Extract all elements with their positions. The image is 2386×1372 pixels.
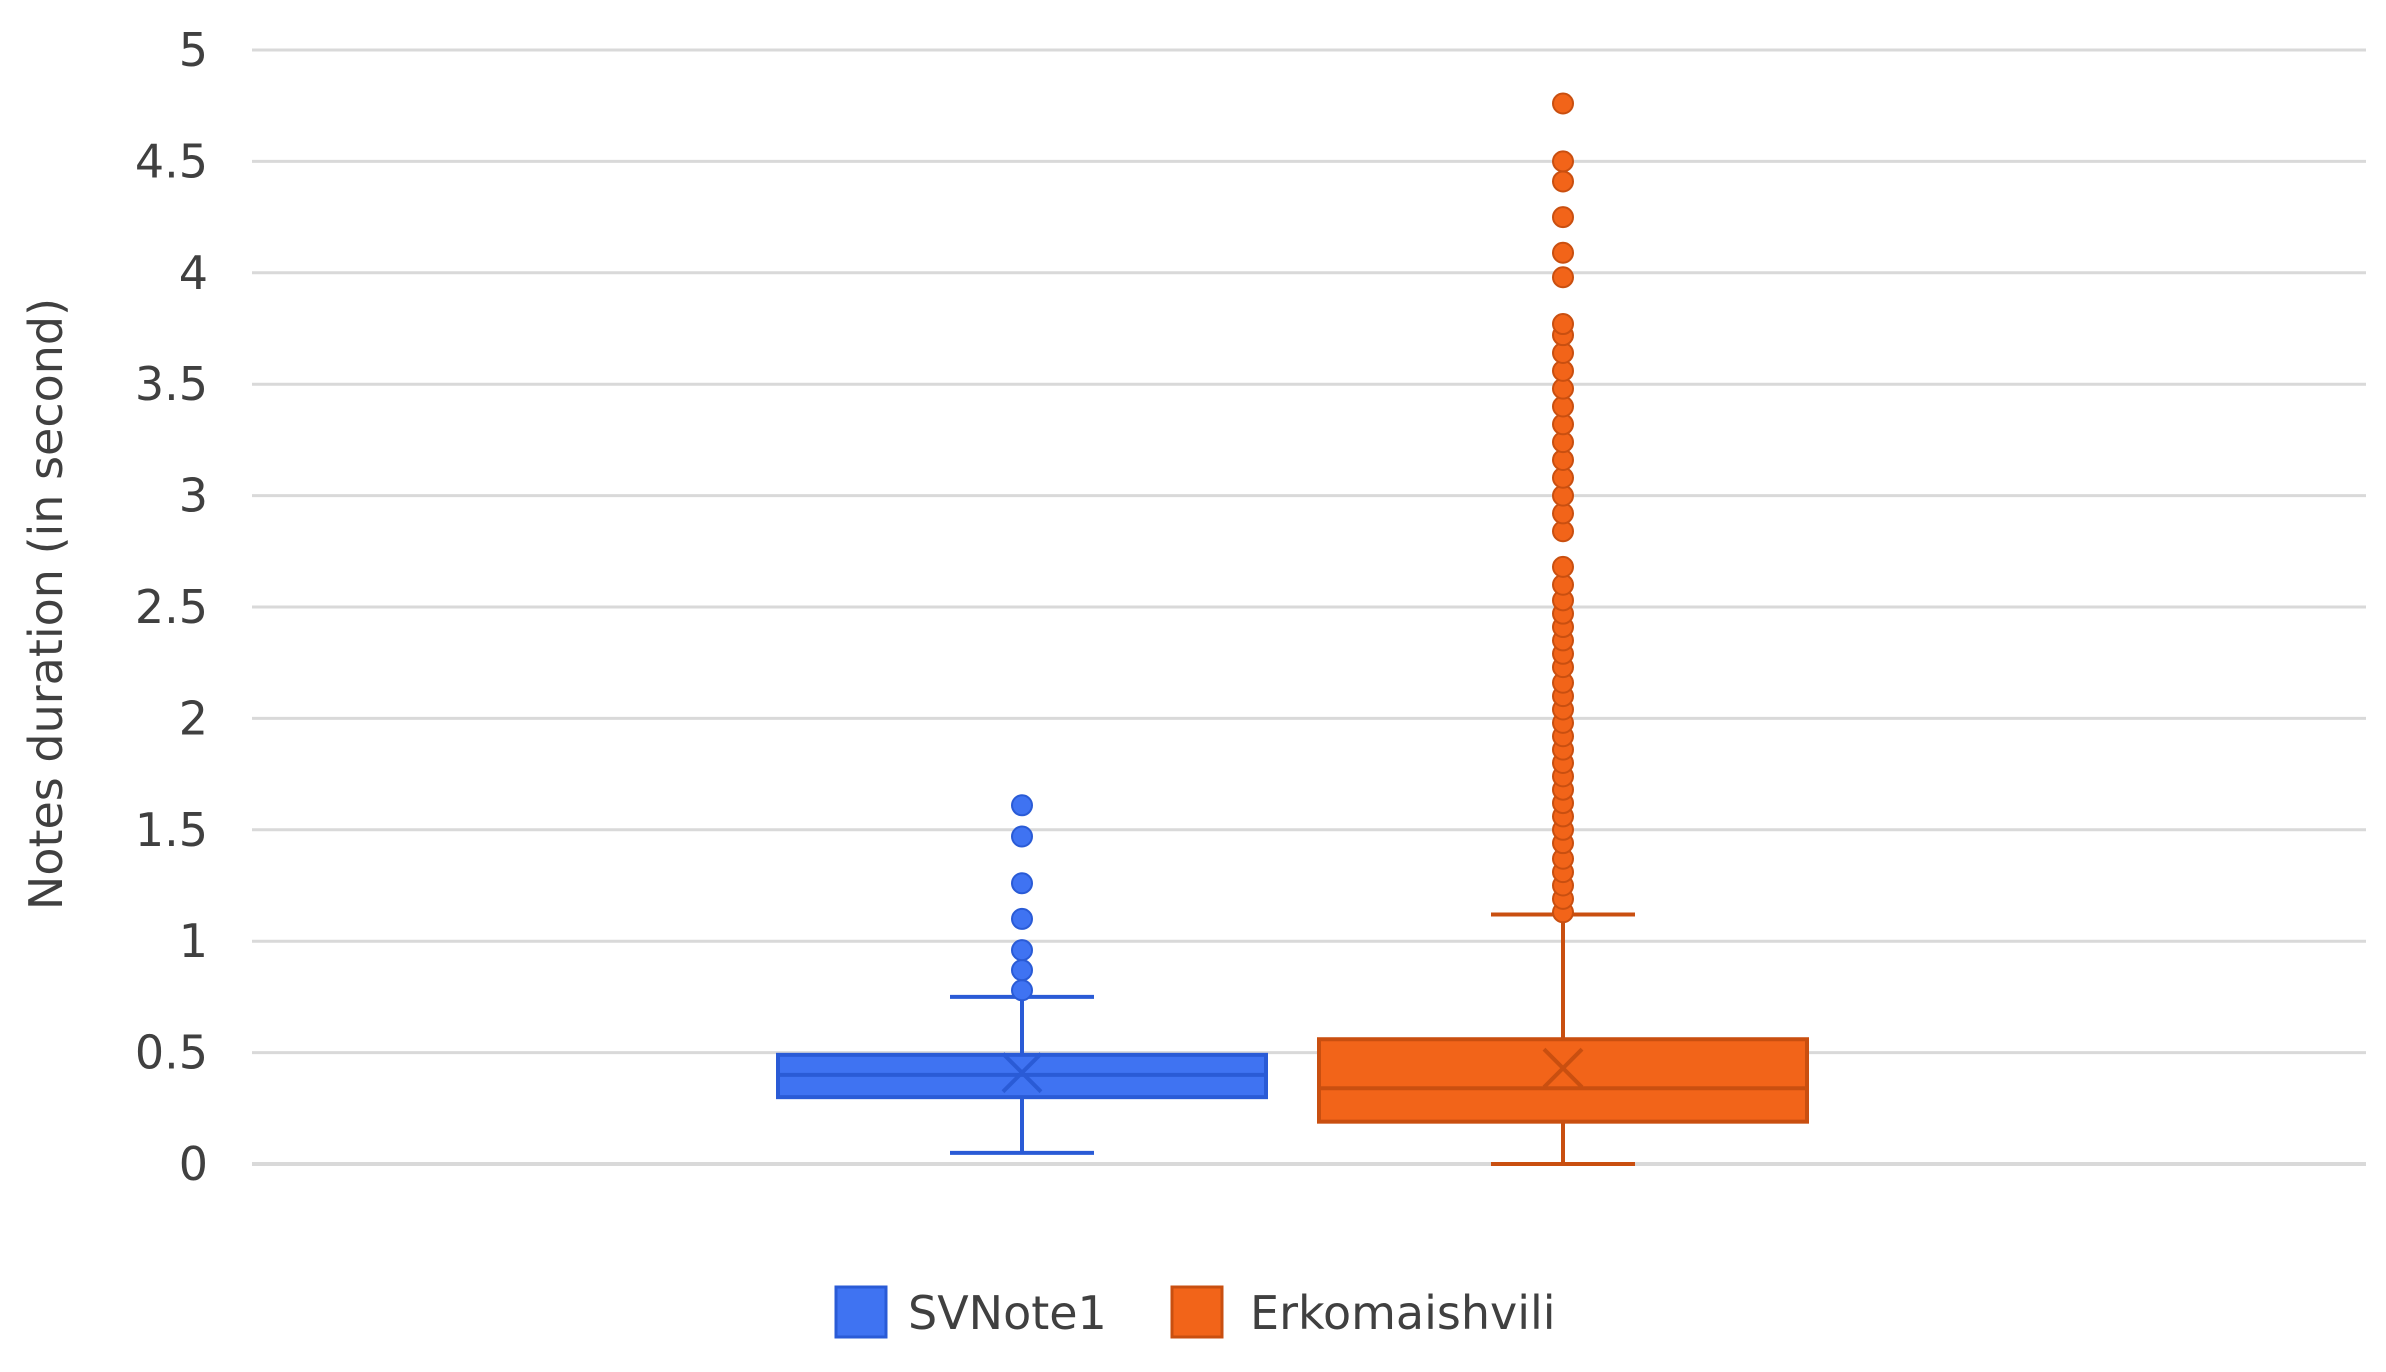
legend-label-svnote1: SVNote1 [908, 1286, 1107, 1340]
y-tick-label: 3.5 [135, 357, 208, 411]
y-tick-label: 1.5 [135, 803, 208, 857]
y-tick-label: 5 [179, 23, 208, 77]
y-axis-ticks: 0 0.5 1 1.5 2 2.5 3 3.5 4 4.5 5 [135, 23, 208, 1191]
legend-swatch-erkomaishvili [1170, 1285, 1224, 1339]
gridlines [252, 48, 2366, 1166]
outlier-point [1011, 907, 1033, 930]
box-series [776, 92, 1809, 1166]
mean-marker [1001, 1052, 1043, 1094]
y-tick-label: 3 [179, 469, 208, 523]
outlier-point [1552, 241, 1574, 264]
box-erkomaishvili [1317, 92, 1809, 1166]
box-svnote1 [776, 794, 1268, 1155]
legend-swatch-svnote1 [834, 1285, 888, 1339]
outlier-point [1552, 313, 1574, 336]
outlier-point [1011, 959, 1033, 982]
y-tick-label: 1 [179, 914, 208, 968]
y-tick-label: 2.5 [135, 580, 208, 634]
outlier-point [1552, 555, 1574, 578]
outlier-point [1552, 266, 1574, 289]
interquartile-box [1317, 1037, 1809, 1124]
legend-label-erkomaishvili: Erkomaishvili [1250, 1286, 1556, 1340]
y-tick-label: 4.5 [135, 134, 208, 188]
outlier-point [1552, 92, 1574, 115]
outlier-point [1552, 150, 1574, 173]
outlier-point [1011, 872, 1033, 895]
y-tick-label: 2 [179, 691, 208, 745]
outlier-point [1011, 939, 1033, 962]
outlier-point [1011, 825, 1033, 848]
y-tick-label: 4 [179, 246, 208, 300]
y-axis-title: Notes duration (in second) [19, 298, 73, 910]
y-tick-label: 0.5 [135, 1026, 208, 1080]
outlier-point [1011, 794, 1033, 817]
legend: SVNote1 Erkomaishvili [834, 1285, 1556, 1340]
outlier-point [1552, 206, 1574, 229]
mean-marker [1542, 1047, 1584, 1089]
outlier-point [1552, 170, 1574, 193]
y-tick-label: 0 [179, 1137, 208, 1191]
outlier-point [1011, 979, 1033, 1002]
